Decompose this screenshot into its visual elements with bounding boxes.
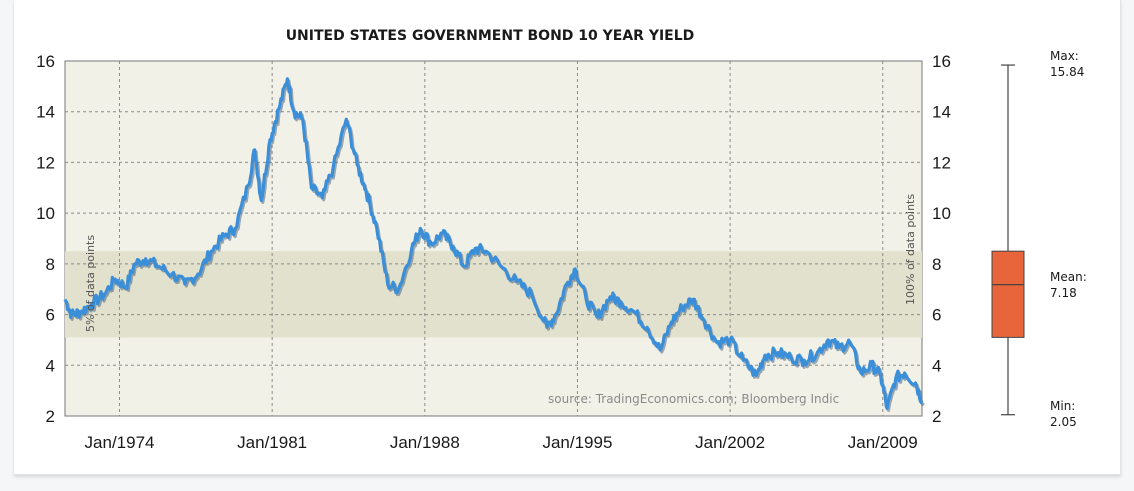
band-left-label: 5% of data points [84,235,97,332]
series-line [63,77,924,410]
chart-title: UNITED STATES GOVERNMENT BOND 10 YEAR YI… [286,28,695,44]
y-tick-label-right: 12 [932,153,951,172]
y-tick-label-right: 4 [932,356,941,375]
x-tick-label: Jan/2002 [695,433,765,452]
y-tick-label-left: 6 [46,306,55,325]
y-tick-label-right: 14 [932,103,951,122]
y-tick-label-left: 4 [46,356,55,375]
band-right-label: 100% of data points [904,194,917,305]
max-label: Max: [1050,49,1079,63]
stats-boxplot [991,64,1025,416]
min-label: Min: [1050,399,1075,413]
y-tick-label-right: 6 [932,306,941,325]
axis-ticks: 2 2 4 4 6 6 8 8 10 10 12 12 14 14 16 16 Jan/1974 Jan/1981… [36,52,951,452]
y-tick-label-right: 2 [932,407,941,426]
x-tick-label: Jan/1981 [237,433,307,452]
y-tick-label-left: 10 [36,204,55,223]
y-tick-label-right: 10 [932,204,951,223]
mean-value: 7.18 [1050,286,1077,300]
y-tick-label-left: 16 [36,52,55,71]
y-tick-label-left: 12 [36,153,55,172]
y-tick-label-left: 14 [36,103,55,122]
source-note: source: TradingEconomics.com; Bloomberg … [548,392,839,406]
y-tick-label-left: 2 [46,407,55,426]
min-value: 2.05 [1050,415,1077,429]
series-layer [63,77,925,412]
y-tick-label-right: 16 [932,52,951,71]
x-tick-label: Jan/1988 [390,433,460,452]
x-tick-label: Jan/2009 [848,433,918,452]
x-tick-label: Jan/1974 [85,433,155,452]
mean-label: Mean: [1050,270,1087,284]
box [991,250,1025,338]
x-tick-label: Jan/1995 [542,433,612,452]
max-value: 15.84 [1050,65,1084,79]
y-tick-label-left: 8 [46,255,55,274]
y-tick-label-right: 8 [932,255,941,274]
